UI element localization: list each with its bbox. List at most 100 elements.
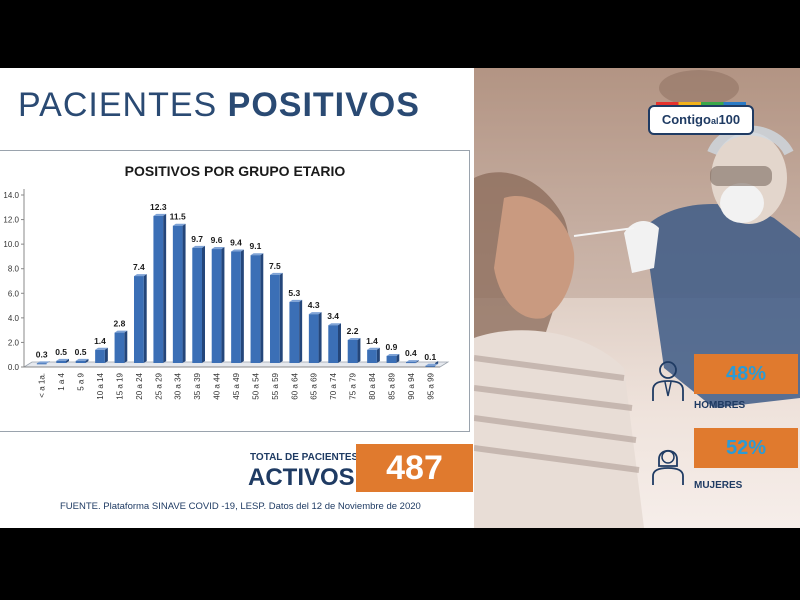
bar-top bbox=[367, 347, 380, 350]
bar bbox=[95, 349, 105, 363]
data-label: 4.3 bbox=[308, 300, 320, 310]
x-tick-label: 75 a 79 bbox=[349, 372, 358, 399]
x-tick-label: 45 a 49 bbox=[232, 372, 241, 399]
bar-top bbox=[95, 347, 108, 350]
bar-side bbox=[260, 253, 264, 363]
men-percentage: 48% bbox=[694, 354, 798, 394]
bar-top bbox=[270, 272, 283, 275]
bar-side bbox=[202, 245, 205, 363]
bar-top bbox=[347, 337, 361, 340]
bar bbox=[328, 325, 338, 363]
y-tick-label: 0.0 bbox=[8, 363, 20, 372]
man-icon bbox=[652, 361, 684, 401]
bar-top bbox=[386, 353, 400, 356]
woman-icon bbox=[652, 449, 684, 485]
x-tick-label: 5 a 9 bbox=[77, 372, 86, 390]
total-label-big: ACTIVOS bbox=[248, 464, 355, 491]
men-label: HOMBRES bbox=[694, 400, 746, 411]
logo-main: Contigo bbox=[661, 112, 711, 127]
data-label: 0.9 bbox=[386, 342, 398, 352]
data-label: 5.3 bbox=[288, 288, 300, 298]
x-tick-label: 85 a 89 bbox=[387, 372, 396, 399]
photo-panel: Contigoal100 48% HOMBRES 52% MUJERES bbox=[474, 68, 800, 528]
data-label: 2.2 bbox=[347, 326, 359, 336]
chart-panel: POSITIVOS POR GRUPO ETARIO 0.0 2.0 4.0 6.0 8.… bbox=[0, 150, 470, 432]
y-tick-label: 12.0 bbox=[3, 216, 19, 225]
x-tick-label: 20 a 24 bbox=[135, 372, 144, 399]
bar-top bbox=[153, 213, 167, 216]
bar-side bbox=[318, 312, 322, 363]
slide: PACIENTES POSITIVOS POSITIVOS POR GRUPO … bbox=[0, 68, 800, 528]
bar-top bbox=[211, 247, 225, 250]
y-tick-label: 14.0 bbox=[3, 191, 19, 200]
bar-top bbox=[192, 245, 205, 248]
data-label: 2.8 bbox=[114, 319, 126, 329]
total-label-small: TOTAL DE PACIENTES bbox=[250, 452, 359, 463]
bar-top bbox=[114, 330, 128, 333]
bar-side bbox=[124, 330, 128, 363]
bar-side bbox=[240, 249, 244, 363]
data-label: 7.4 bbox=[133, 262, 145, 272]
logo-color-bar bbox=[656, 102, 746, 105]
logo-number: 100 bbox=[718, 112, 741, 127]
x-tick-label: 80 a 84 bbox=[368, 372, 377, 399]
bar bbox=[56, 360, 66, 363]
x-tick-label: 30 a 34 bbox=[174, 372, 183, 399]
bar-chart: POSITIVOS POR GRUPO ETARIO 0.0 2.0 4.0 6.0 8.… bbox=[3, 163, 450, 400]
x-tick-label: 65 a 69 bbox=[310, 372, 319, 399]
contigo-logo: Contigoal100 bbox=[648, 102, 754, 135]
x-tick-label: 95 a 99 bbox=[426, 372, 435, 399]
bar-top bbox=[231, 249, 244, 252]
bar bbox=[153, 215, 164, 363]
bar-side bbox=[338, 323, 341, 363]
logo-small: al bbox=[710, 116, 719, 126]
chart-title: POSITIVOS POR GRUPO ETARIO bbox=[125, 163, 346, 179]
bar bbox=[231, 251, 241, 363]
bar bbox=[172, 225, 183, 363]
bar bbox=[192, 247, 202, 363]
bar-top bbox=[250, 253, 264, 256]
data-label: 9.1 bbox=[250, 241, 262, 251]
bar bbox=[367, 349, 377, 363]
bar bbox=[134, 276, 144, 363]
data-label: 9.6 bbox=[211, 235, 223, 245]
y-tick-label: 8.0 bbox=[8, 265, 20, 274]
data-label: 0.1 bbox=[424, 352, 436, 362]
bar-top bbox=[75, 358, 89, 361]
bar-side bbox=[376, 347, 380, 363]
bar-top bbox=[406, 360, 419, 363]
y-tick-label: 6.0 bbox=[8, 289, 20, 298]
data-label: 12.3 bbox=[150, 202, 167, 212]
data-label: 0.3 bbox=[36, 349, 48, 359]
bar-side bbox=[279, 272, 283, 363]
bar-top bbox=[425, 363, 439, 366]
bar bbox=[289, 301, 300, 363]
bar-side bbox=[415, 360, 419, 363]
title-bold: POSITIVOS bbox=[227, 86, 420, 124]
data-label: 0.5 bbox=[75, 347, 87, 357]
x-tick-label: 15 a 19 bbox=[115, 372, 124, 399]
bar bbox=[250, 255, 261, 363]
bar-side bbox=[104, 347, 108, 363]
y-tick-label: 10.0 bbox=[3, 240, 19, 249]
x-tick-label: 70 a 74 bbox=[329, 372, 338, 399]
data-label: 3.4 bbox=[327, 311, 339, 321]
x-tick-label: 10 a 14 bbox=[96, 372, 105, 399]
bar bbox=[308, 314, 319, 363]
women-label: MUJERES bbox=[694, 480, 743, 491]
bar-side bbox=[299, 299, 303, 363]
data-label: 7.5 bbox=[269, 261, 281, 271]
bar-top bbox=[56, 358, 69, 361]
bar-top bbox=[134, 274, 147, 277]
bar bbox=[36, 363, 47, 365]
total-value-badge: 487 bbox=[356, 444, 473, 492]
y-tick-label: 2.0 bbox=[8, 338, 20, 347]
x-tick-label: 90 a 94 bbox=[407, 372, 416, 399]
bar bbox=[386, 355, 397, 363]
bar bbox=[425, 365, 436, 367]
bar-top bbox=[289, 299, 303, 302]
bar bbox=[270, 274, 280, 363]
x-tick-label: 60 a 64 bbox=[290, 372, 299, 399]
bar-side bbox=[357, 337, 361, 363]
x-tick-label: 35 a 39 bbox=[193, 372, 202, 399]
